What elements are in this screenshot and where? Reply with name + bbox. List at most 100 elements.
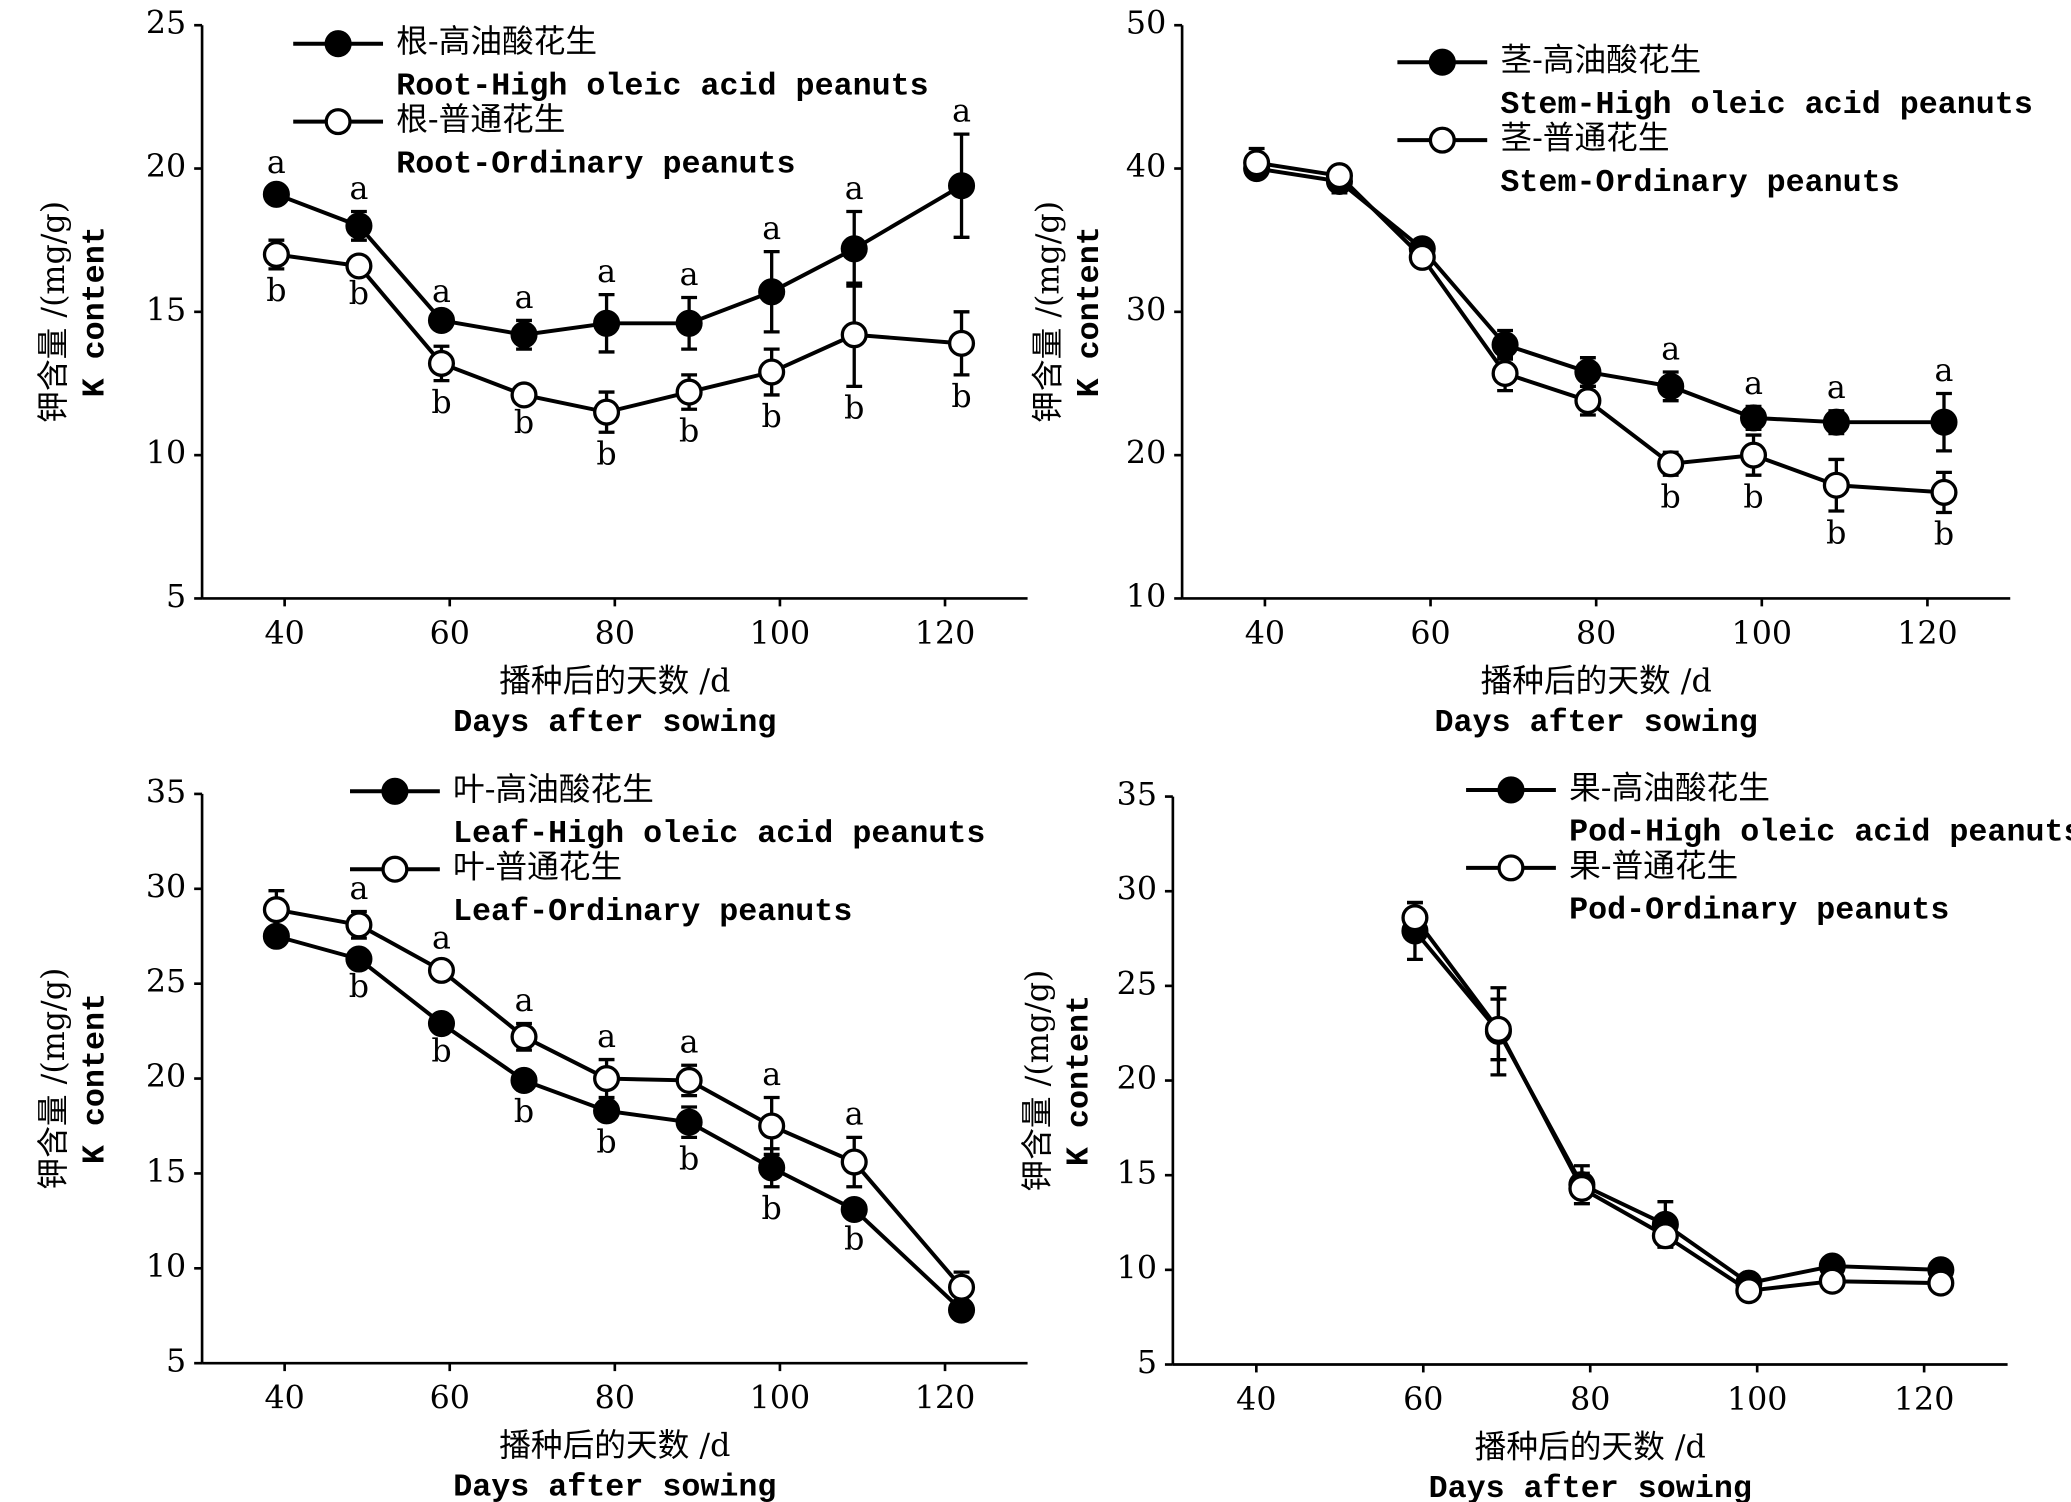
y-axis-title-en: K content: [77, 993, 113, 1164]
marker: [675, 1108, 703, 1136]
significance-label: b: [514, 405, 534, 441]
significance-label: b: [1743, 479, 1763, 515]
legend-label-en: Pod-High oleic acid peanuts: [1569, 815, 2071, 851]
x-tick-label: 60: [1410, 616, 1450, 652]
significance-label: b: [349, 276, 369, 312]
marker: [758, 278, 786, 306]
marker: [510, 1066, 538, 1094]
marker: [593, 309, 621, 337]
significance-label: b: [679, 414, 699, 450]
marker: [1574, 387, 1602, 415]
y-tick-label: 10: [1117, 1250, 1157, 1286]
x-tick-label: 60: [430, 616, 470, 652]
x-tick-label: 40: [1236, 1382, 1276, 1418]
x-tick-label: 80: [1570, 1382, 1610, 1418]
panel: 5 10 15 20 25 30 35 40 60 80 100 120 播种后的天数 /d Days a…: [1020, 770, 2071, 1502]
marker: [593, 398, 621, 426]
legend-marker: [1428, 126, 1456, 154]
significance-label: a: [349, 871, 368, 907]
legend-marker: [381, 777, 409, 805]
marker: [593, 1097, 621, 1125]
x-tick-label: 80: [595, 1381, 635, 1417]
y-tick-label: 25: [146, 964, 186, 1000]
y-tick-label: 20: [146, 1059, 186, 1095]
marker: [1657, 450, 1685, 478]
significance-label: b: [844, 391, 864, 427]
marker: [675, 1066, 703, 1094]
significance-label: a: [432, 920, 451, 956]
marker: [1568, 1174, 1596, 1202]
x-axis-title: 播种后的天数 /d: [1481, 663, 1712, 699]
marker: [1243, 149, 1271, 177]
legend-label: 果-普通花生: [1569, 848, 1738, 884]
series-line: [1413, 929, 1941, 1286]
legend-label-en: Root-Ordinary peanuts: [396, 146, 795, 182]
legend-marker: [324, 30, 352, 58]
significance-label: a: [680, 257, 699, 293]
y-axis-title: 钾含量 /(mg/g): [1031, 201, 1067, 423]
marker: [840, 1148, 868, 1176]
y-tick-label: 5: [166, 1344, 186, 1380]
significance-label: b: [266, 273, 286, 309]
marker: [947, 329, 976, 357]
marker: [1651, 1222, 1679, 1250]
legend-label-en: Stem-High oleic acid peanuts: [1500, 87, 2032, 123]
y-tick-label: 35: [146, 774, 186, 810]
significance-label: b: [1826, 515, 1846, 551]
y-tick-label: 20: [1117, 1061, 1157, 1097]
marker: [1930, 408, 1958, 436]
marker: [1325, 162, 1353, 190]
y-tick-label: 30: [1117, 872, 1157, 908]
significance-label: b: [514, 1094, 534, 1130]
marker: [510, 381, 538, 409]
significance-label: a: [1827, 370, 1846, 406]
legend-label: 叶-普通花生: [453, 850, 622, 886]
significance-label: b: [1934, 517, 1954, 553]
significance-label: a: [349, 171, 368, 207]
marker: [510, 1023, 538, 1051]
x-axis-title-en: Days after sowing: [1429, 1471, 1752, 1502]
x-tick-label: 120: [1894, 1382, 1954, 1418]
y-tick-label: 10: [1126, 579, 1166, 615]
significance-label: a: [845, 1097, 864, 1133]
legend-marker: [1497, 854, 1525, 882]
marker: [345, 212, 373, 240]
marker: [1927, 1269, 1955, 1297]
marker: [1818, 1267, 1846, 1295]
significance-label: b: [431, 1033, 451, 1069]
y-tick-label: 40: [1126, 149, 1166, 185]
marker: [262, 896, 290, 924]
marker: [1574, 358, 1602, 386]
significance-label: a: [762, 211, 781, 247]
marker: [593, 1065, 621, 1093]
significance-label: a: [432, 274, 451, 310]
x-tick-label: 120: [915, 1381, 975, 1417]
legend-label: 茎-高油酸花生: [1500, 43, 1701, 79]
panel: 5 10 15 20 25 30 35 40 60 80 100 120 播种后的天数 /d Days a…: [36, 772, 1028, 1502]
marker: [1491, 331, 1519, 359]
marker: [675, 309, 703, 337]
legend-label-en: Stem-Ordinary peanuts: [1500, 165, 1899, 201]
significance-label: a: [845, 171, 864, 207]
legend-label-en: Pod-Ordinary peanuts: [1569, 893, 1949, 929]
marker: [1822, 408, 1850, 436]
marker: [427, 1009, 456, 1038]
marker: [345, 252, 373, 280]
marker: [758, 1112, 786, 1140]
x-tick-label: 100: [1732, 616, 1792, 652]
y-tick-label: 15: [146, 1154, 186, 1190]
significance-label: a: [267, 145, 286, 181]
y-tick-label: 20: [146, 149, 186, 185]
y-axis-title-en: K content: [1061, 995, 1097, 1166]
marker: [427, 956, 456, 984]
legend-marker: [381, 855, 409, 883]
x-tick-label: 60: [430, 1381, 470, 1417]
marker: [262, 180, 290, 208]
marker: [262, 240, 290, 269]
marker: [1484, 1015, 1512, 1043]
significance-label: b: [596, 436, 616, 472]
marker: [427, 306, 456, 334]
significance-label: a: [680, 1025, 699, 1061]
marker: [1739, 441, 1768, 469]
